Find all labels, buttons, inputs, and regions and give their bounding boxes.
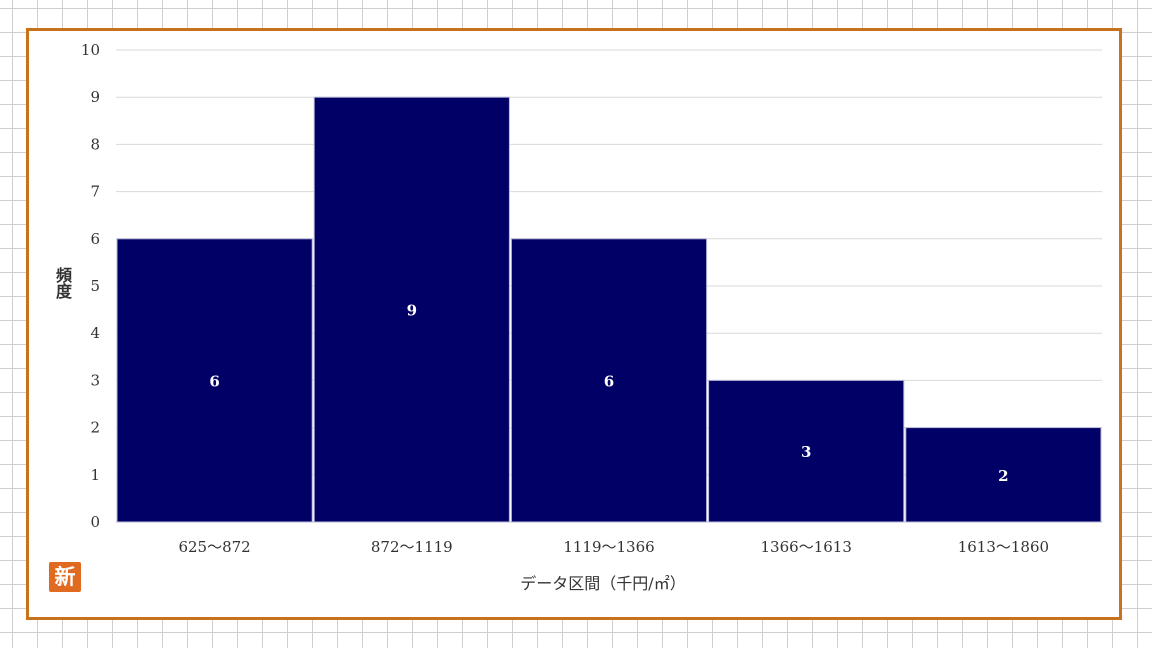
y-tick-label: 10 (81, 41, 100, 59)
data-label: 6 (209, 372, 219, 390)
y-tick-label: 6 (90, 230, 100, 248)
y-axis-ticks: 0 1 2 3 4 5 6 7 8 9 10 (81, 41, 100, 531)
data-label: 2 (998, 467, 1008, 485)
y-tick-label: 2 (90, 419, 100, 437)
bar (313, 96, 510, 523)
x-tick-label: 872～1119 (371, 538, 453, 556)
y-tick-label: 8 (90, 135, 100, 153)
x-axis-title: データ区間（千円/㎡） (520, 574, 685, 593)
bar (510, 238, 708, 523)
x-tick-label: 1613～1860 (958, 538, 1049, 556)
y-tick-label: 0 (90, 513, 100, 531)
bar (116, 238, 313, 523)
bar (708, 379, 905, 523)
logo-glyph: 新 (54, 565, 76, 589)
histogram-chart: 0 1 2 3 4 5 6 7 8 9 10 6 9 6 3 2 625～872 872～1119 1119～1… (81, 41, 1102, 593)
data-labels: 6 9 6 3 2 (209, 302, 1008, 485)
bars (116, 96, 1102, 523)
y-tick-label: 5 (90, 277, 100, 295)
x-tick-label: 625～872 (178, 538, 250, 556)
y-tick-label: 7 (90, 183, 100, 201)
x-axis-ticks: 625～872 872～1119 1119～1366 1366～1613 1613～18… (178, 538, 1049, 556)
y-tick-label: 3 (90, 371, 100, 389)
y-tick-label: 9 (90, 88, 100, 106)
data-label: 3 (801, 443, 811, 461)
y-tick-label: 4 (90, 324, 100, 342)
chart-frame: 0 1 2 3 4 5 6 7 8 9 10 6 9 6 3 2 625～872 872～1119 1119～1… (26, 28, 1122, 620)
x-tick-label: 1366～1613 (761, 538, 852, 556)
y-axis-title: 頻度 (53, 267, 72, 299)
x-tick-label: 1119～1366 (563, 538, 654, 556)
logo: 新 (49, 562, 81, 592)
y-tick-label: 1 (90, 466, 100, 484)
data-label: 6 (604, 372, 614, 390)
bar (905, 427, 1102, 523)
data-label: 9 (407, 302, 417, 320)
